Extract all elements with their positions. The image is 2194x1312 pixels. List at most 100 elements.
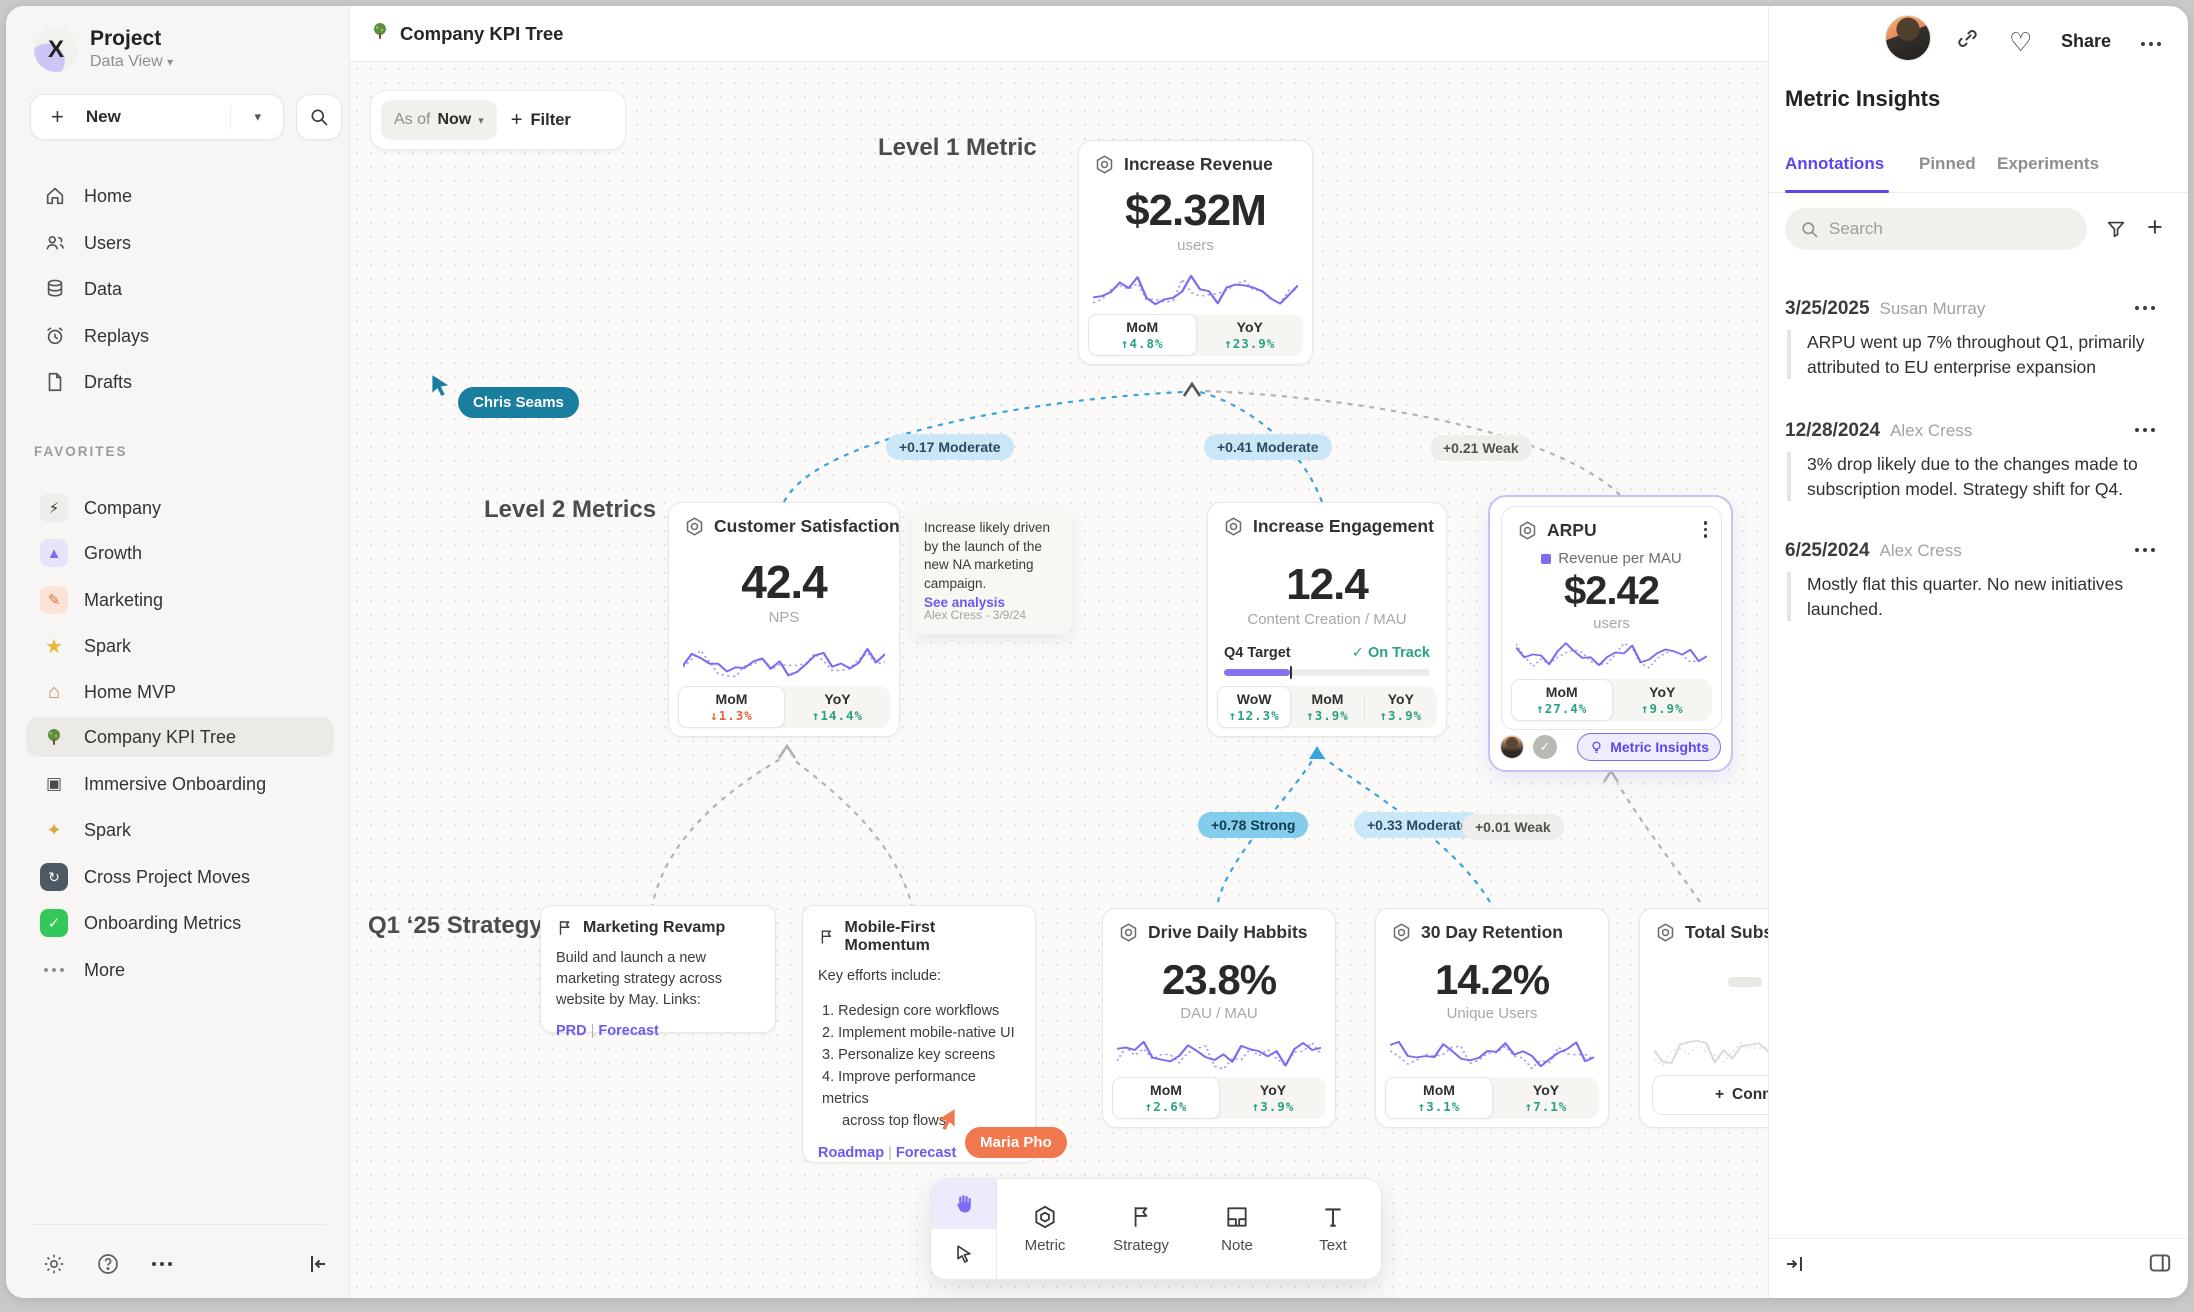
select-tool-button[interactable] (931, 1229, 996, 1279)
stat-yoy[interactable]: YoY ↑3.9% (1379, 691, 1423, 723)
sidebar-item-cross-project-moves[interactable]: ↻ Cross Project Moves (26, 857, 334, 897)
sidebar-item-users[interactable]: Users (26, 223, 334, 263)
tab-experiments[interactable]: Experiments (1997, 154, 2100, 173)
edge-badge: +0.21 Weak (1430, 435, 1532, 461)
filter-button[interactable]: + Filter (510, 108, 571, 131)
stat-yoy[interactable]: YoY ↑7.1% (1524, 1082, 1568, 1114)
add-annotation-icon[interactable]: + (2147, 212, 2163, 242)
stat-yoy[interactable]: YoY ↑14.4% (811, 691, 864, 723)
annotation-menu-icon[interactable] (2135, 428, 2155, 432)
sidebar: X Project Data View ▾ + New ▾ Home Users… (6, 6, 350, 1298)
more-menu-icon[interactable] (2141, 42, 2161, 46)
user-avatar[interactable] (1885, 15, 1931, 61)
hand-tool-button[interactable] (931, 1179, 996, 1229)
edge-badge: +0.41 Moderate (1204, 434, 1332, 460)
note-tool-button[interactable]: Note (1189, 1179, 1285, 1279)
sidebar-item-onboarding-metrics[interactable]: ✓ Onboarding Metrics (26, 903, 334, 943)
see-analysis-link[interactable]: See analysis (924, 594, 1006, 610)
sidebar-item-spark[interactable]: ★ Spark (26, 626, 334, 666)
target-progress-bar (1224, 666, 1430, 679)
copy-link-icon[interactable] (1955, 26, 1980, 56)
metric-card-increase-engagement[interactable]: Increase Engagement 12.4 Content Creatio… (1207, 502, 1447, 737)
house-icon: ⌂ (47, 680, 61, 703)
sidebar-item-home[interactable]: Home (26, 176, 334, 216)
annotations-search-input[interactable]: Search (1785, 208, 2087, 250)
rocket-icon: ▲ (40, 539, 68, 567)
metric-hex-icon (1519, 521, 1536, 540)
metric-card-increase-revenue[interactable]: Increase Revenue $2.32M users MoM ↑4.8% Y… (1078, 140, 1313, 365)
metric-card-arpu[interactable]: ARPU Revenue per MAU $2.42 users MoM ↑27.… (1501, 506, 1722, 730)
metric-card-customer-satisfaction[interactable]: Customer Satisfaction 42.4 NPS MoM ↓1.3% … (668, 502, 900, 737)
sidebar-more-menu-icon[interactable] (152, 1262, 172, 1266)
swirl-icon: ↻ (40, 863, 68, 891)
active-tab-underline (1785, 190, 1889, 193)
stat-wow[interactable]: WoW ↑12.3% (1217, 686, 1292, 728)
hand-icon (956, 1195, 971, 1213)
sidebar-item-more[interactable]: More (26, 950, 334, 990)
annotation-note-card[interactable]: Increase likely driven by the launch of … (912, 508, 1072, 634)
annotation-author: Susan Murray (1879, 299, 1986, 318)
favorite-heart-icon[interactable]: ♡ (2009, 27, 2033, 57)
forecast-link[interactable]: Forecast (895, 1145, 957, 1162)
stat-mom[interactable]: MoM ↑3.9% (1306, 691, 1349, 723)
collapse-sidebar-icon[interactable] (306, 1252, 330, 1281)
sidebar-item-replays[interactable]: Replays (26, 316, 334, 356)
sidebar-item-drafts[interactable]: Drafts (26, 362, 334, 402)
prd-link[interactable]: PRD (556, 1023, 587, 1040)
check-icon: ✓ (40, 909, 68, 937)
sidebar-item-home-mvp[interactable]: ⌂ Home MVP (26, 672, 334, 712)
stat-mom[interactable]: MoM ↑4.8% (1088, 314, 1197, 356)
text-tool-button[interactable]: Text (1285, 1179, 1381, 1279)
new-button[interactable]: + New ▾ (30, 94, 284, 140)
stat-mom[interactable]: MoM ↑27.4% (1511, 679, 1613, 721)
stat-mom[interactable]: MoM ↑3.1% (1385, 1077, 1493, 1119)
metric-insights-panel: ♡ Share Metric Insights Annotations Pinn… (1768, 6, 2188, 1298)
roadmap-link[interactable]: Roadmap (818, 1145, 885, 1162)
stat-yoy[interactable]: YoY ↑3.9% (1251, 1082, 1295, 1114)
note-author: Alex Cress - 3/9/24 (924, 608, 1027, 623)
annotation-date: 3/25/2025 Susan Murray (1785, 298, 1986, 319)
workspace-logo[interactable]: X (34, 28, 78, 72)
settings-gear-icon[interactable] (42, 1252, 66, 1281)
plus-icon: + (1714, 1086, 1725, 1103)
sidebar-item-spark-2[interactable]: ✦ Spark (26, 810, 334, 850)
metric-card-arpu-selection[interactable]: ARPU Revenue per MAU $2.42 users MoM ↑27.… (1488, 495, 1733, 772)
collapse-panel-icon[interactable] (1783, 1252, 1807, 1281)
sidebar-search-button[interactable] (296, 94, 342, 140)
metric-tool-button[interactable]: Metric (997, 1179, 1093, 1279)
tab-pinned[interactable]: Pinned (1919, 154, 1976, 173)
sparkline-chart (1093, 267, 1298, 313)
stat-yoy[interactable]: YoY ↑23.9% (1224, 319, 1276, 351)
annotation-menu-icon[interactable] (2135, 306, 2155, 310)
sidebar-item-company[interactable]: ⚡ Company (26, 488, 334, 528)
chevron-down-icon: ▾ (254, 109, 261, 124)
metric-card-drive-daily-habbits[interactable]: Drive Daily Habbits 23.8% DAU / MAU MoM ↑… (1102, 908, 1336, 1128)
metric-card-30-day-retention[interactable]: 30 Day Retention 14.2% Unique Users MoM ↑… (1375, 908, 1609, 1128)
annotation-date: 6/25/2024 Alex Cress (1785, 540, 1962, 561)
filter-funnel-icon[interactable] (2105, 218, 2127, 245)
tab-annotations[interactable]: Annotations (1785, 154, 1885, 173)
sidebar-item-company-kpi-tree[interactable]: Company KPI Tree (26, 717, 334, 757)
split-panel-icon[interactable] (2147, 1250, 2173, 1281)
sidebar-item-immersive-onboarding[interactable]: ▣ Immersive Onboarding (26, 764, 334, 804)
sidebar-item-marketing[interactable]: ✎ Marketing (26, 580, 334, 620)
strategy-card-marketing-revamp[interactable]: Marketing Revamp Build and launch a new … (540, 905, 776, 1039)
sidebar-item-growth[interactable]: ▲ Growth (26, 533, 334, 573)
kebab-menu-icon[interactable] (1703, 521, 1707, 538)
as-of-selector[interactable]: As of Now ▾ (381, 100, 497, 140)
strategy-tool-button[interactable]: Strategy (1093, 1179, 1189, 1279)
stat-mom[interactable]: MoM ↓1.3% (678, 686, 785, 728)
stat-yoy[interactable]: YoY ↑9.9% (1640, 684, 1684, 716)
annotation-author: Alex Cress (1890, 421, 1973, 440)
workspace-switcher[interactable]: Data View ▾ (90, 53, 174, 70)
annotation-text: ARPU went up 7% throughout Q1, primarily… (1787, 330, 2159, 379)
annotation-menu-icon[interactable] (2135, 548, 2155, 552)
share-button[interactable]: Share (2061, 31, 2112, 51)
stat-mom[interactable]: MoM ↑2.6% (1112, 1077, 1220, 1119)
strategy-card-mobile-first[interactable]: Mobile-First Momentum Key efforts includ… (802, 905, 1036, 1163)
forecast-link[interactable]: Forecast (598, 1023, 659, 1040)
metric-insights-button[interactable]: Metric Insights (1577, 733, 1721, 761)
sidebar-item-data[interactable]: Data (26, 269, 334, 309)
chevron-down-icon: ▾ (478, 114, 484, 127)
help-icon[interactable] (96, 1252, 120, 1281)
